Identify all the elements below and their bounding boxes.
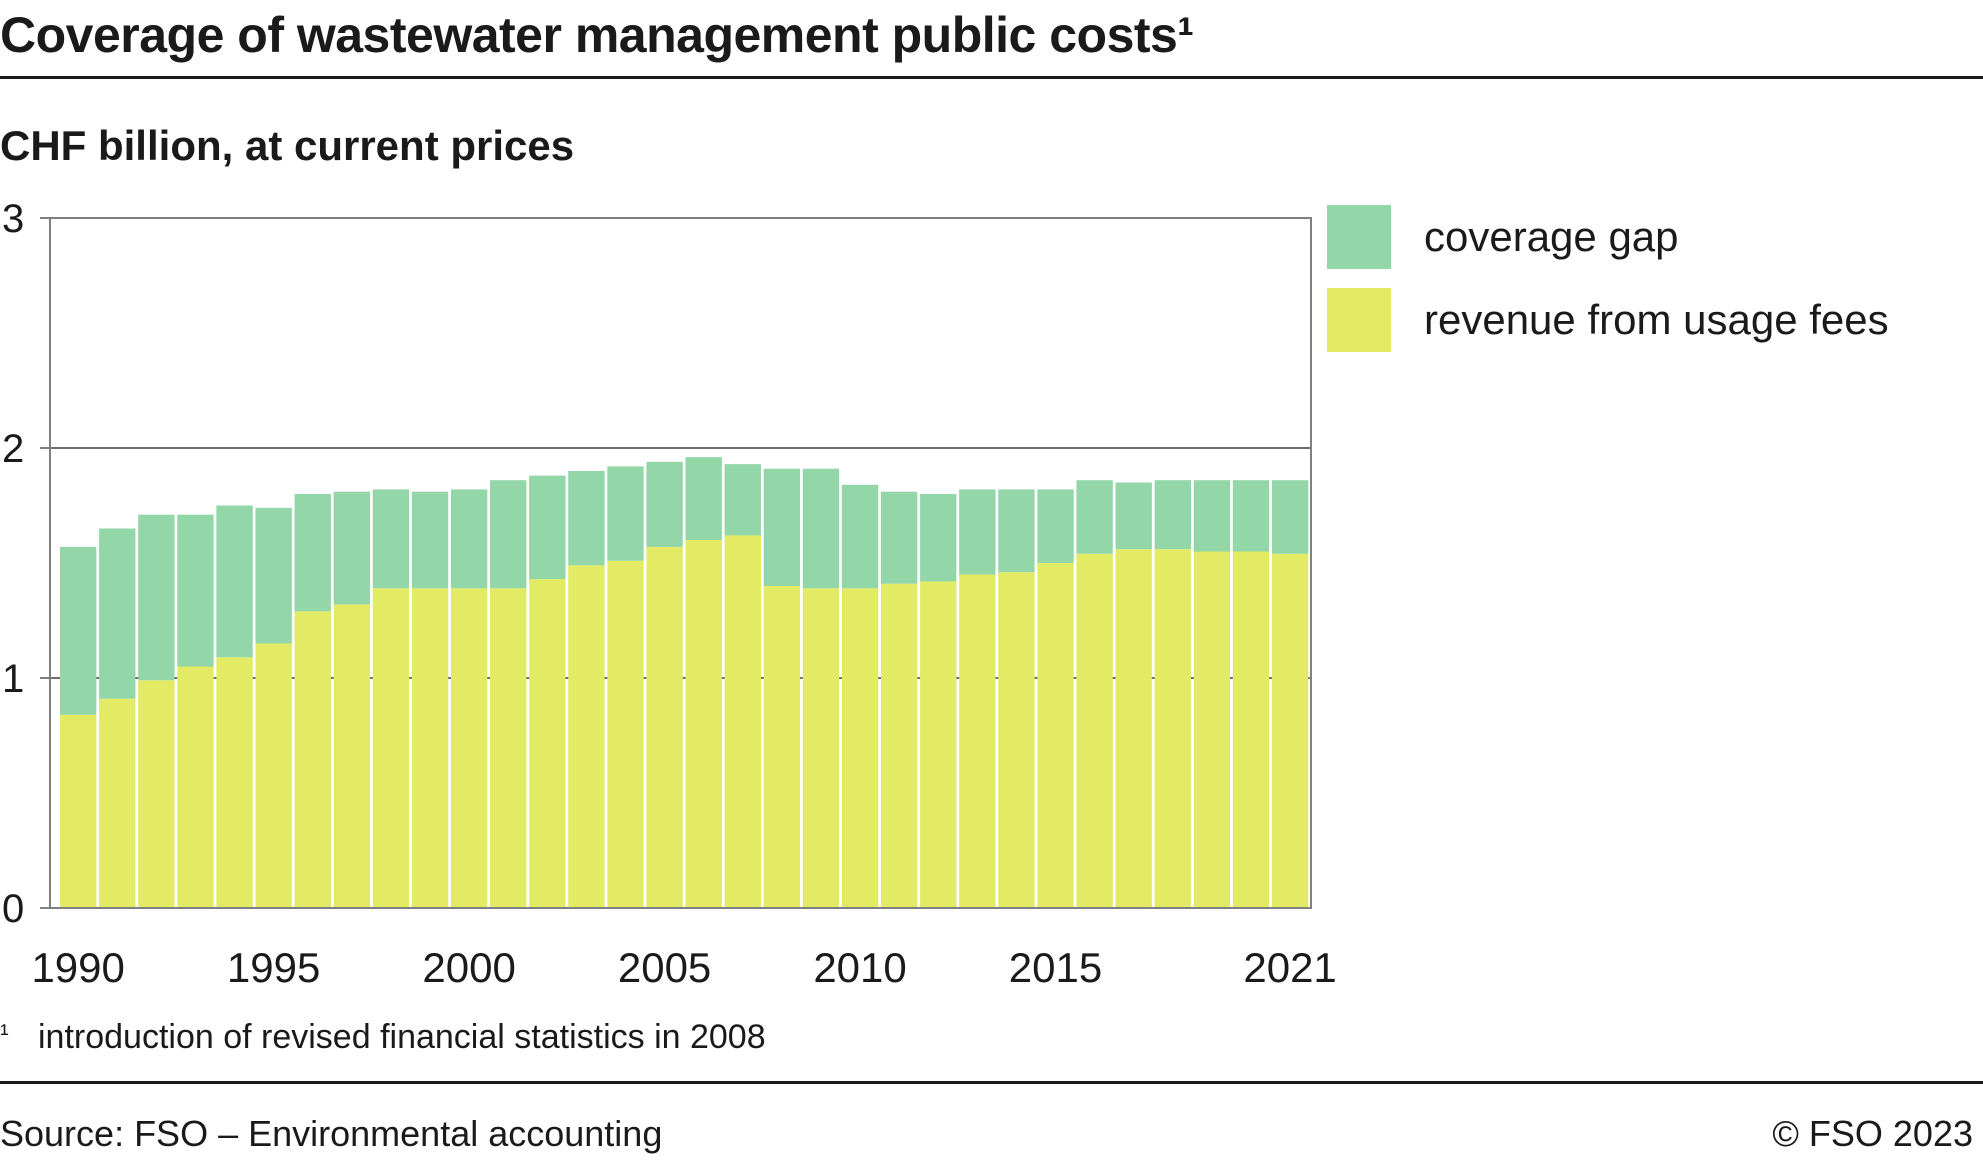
footnote: ¹ introduction of revised financial stati… (0, 1018, 766, 1057)
bar-revenue-2007 (724, 535, 761, 908)
bar-revenue-2012 (920, 581, 957, 908)
bar-revenue-2011 (880, 583, 918, 908)
x-tick-label: 1995 (227, 944, 320, 985)
source-text: Source: FSO – Environmental accounting (0, 1113, 663, 1154)
bar-layer (60, 457, 1309, 908)
bar-revenue-2000 (450, 588, 488, 908)
bar-coverage-gap-1994 (216, 505, 253, 658)
y-tick-label: 3 (2, 197, 24, 241)
bar-coverage-gap-1993 (177, 514, 214, 667)
chart-subtitle: CHF billion, at current prices (0, 122, 575, 169)
bar-revenue-2021 (1271, 553, 1309, 908)
bar-revenue-2016 (1076, 553, 1113, 908)
copyright-text: © FSO 2023 (1772, 1113, 1973, 1154)
bar-coverage-gap-1997 (333, 491, 371, 605)
bar-coverage-gap-2007 (724, 464, 761, 536)
bar-revenue-2009 (802, 588, 840, 908)
bar-revenue-1990 (60, 714, 97, 908)
legend: coverage gap revenue from usage fees (1327, 205, 1889, 352)
bar-revenue-1996 (294, 611, 331, 908)
bar-coverage-gap-2002 (529, 475, 566, 580)
bar-revenue-1998 (372, 588, 410, 908)
bar-coverage-gap-2004 (607, 466, 644, 561)
bar-revenue-1997 (333, 604, 371, 908)
footnote-text: introduction of revised financial statis… (38, 1018, 766, 1056)
bar-revenue-2013 (959, 574, 996, 908)
chart-title: Coverage of wastewater management public… (0, 7, 1194, 63)
bar-coverage-gap-2001 (490, 480, 527, 589)
bar-coverage-gap-1990 (60, 546, 97, 715)
bar-coverage-gap-2008 (763, 468, 801, 586)
x-tick-label: 2015 (1009, 944, 1102, 985)
bar-revenue-1993 (177, 666, 214, 908)
footnote-mark: ¹ (0, 1018, 9, 1048)
bar-revenue-2020 (1232, 551, 1270, 908)
bar-coverage-gap-2014 (998, 489, 1035, 573)
y-tick-label: 0 (2, 887, 24, 931)
bar-revenue-2005 (646, 546, 683, 908)
bar-revenue-2015 (1037, 563, 1074, 908)
bar-coverage-gap-2021 (1271, 480, 1309, 554)
bar-revenue-1992 (138, 680, 175, 908)
bar-revenue-2008 (763, 586, 801, 908)
bar-coverage-gap-1998 (372, 489, 410, 589)
bar-coverage-gap-2017 (1115, 482, 1152, 550)
stacked-bar-chart: 0 1 2 3 1990 1995 2000 2005 2010 2015 2021 covera… (2, 197, 1889, 985)
bar-revenue-2004 (607, 560, 644, 908)
bar-coverage-gap-2005 (646, 461, 683, 547)
bar-revenue-2014 (998, 572, 1035, 908)
x-tick-label: 2021 (1243, 944, 1336, 985)
bar-coverage-gap-2003 (568, 471, 605, 566)
bar-coverage-gap-2016 (1076, 480, 1113, 554)
bar-coverage-gap-2011 (880, 491, 918, 584)
y-axis-ticks: 0 1 2 3 (2, 197, 50, 931)
frame-layer (49, 217, 1312, 909)
y-tick-label: 2 (2, 427, 24, 471)
x-tick-label: 2005 (618, 944, 711, 985)
x-axis-ticks: 1990 1995 2000 2005 2010 2015 2021 (31, 944, 1336, 985)
legend-label: coverage gap (1424, 213, 1679, 260)
bar-revenue-2001 (490, 588, 527, 908)
legend-swatch (1327, 288, 1391, 352)
bar-coverage-gap-1996 (294, 494, 331, 612)
bar-coverage-gap-2015 (1037, 489, 1074, 563)
bar-revenue-2006 (685, 540, 722, 908)
bar-coverage-gap-2012 (920, 494, 957, 582)
bar-coverage-gap-2000 (450, 489, 488, 589)
bar-revenue-2019 (1193, 551, 1231, 908)
bar-revenue-1995 (255, 643, 292, 908)
bar-coverage-gap-1991 (99, 528, 136, 699)
y-tick-label: 1 (2, 657, 24, 701)
bar-coverage-gap-2019 (1193, 480, 1231, 552)
x-tick-label: 2010 (813, 944, 906, 985)
bar-revenue-1994 (216, 657, 253, 908)
bar-revenue-2002 (529, 579, 566, 908)
bar-coverage-gap-2009 (802, 468, 840, 589)
bar-coverage-gap-2020 (1232, 480, 1270, 552)
bar-coverage-gap-2006 (685, 457, 722, 540)
bar-coverage-gap-2010 (841, 484, 879, 589)
legend-label: revenue from usage fees (1424, 296, 1889, 343)
bar-revenue-2003 (568, 565, 605, 908)
bar-revenue-1999 (411, 588, 449, 908)
bar-revenue-2018 (1154, 549, 1191, 908)
footer-divider (0, 1081, 1983, 1084)
plot-frame (49, 217, 1312, 909)
bar-revenue-2017 (1115, 549, 1152, 908)
bar-coverage-gap-1995 (255, 507, 292, 644)
legend-swatch (1327, 205, 1391, 269)
bar-coverage-gap-1999 (411, 491, 449, 589)
x-tick-label: 2000 (422, 944, 515, 985)
title-divider (0, 76, 1983, 79)
bar-coverage-gap-2018 (1154, 480, 1191, 550)
bar-coverage-gap-1992 (138, 514, 175, 681)
bar-coverage-gap-2013 (959, 489, 996, 575)
bar-revenue-1991 (99, 698, 136, 908)
bar-revenue-2010 (841, 588, 879, 908)
x-tick-label: 1990 (31, 944, 124, 985)
